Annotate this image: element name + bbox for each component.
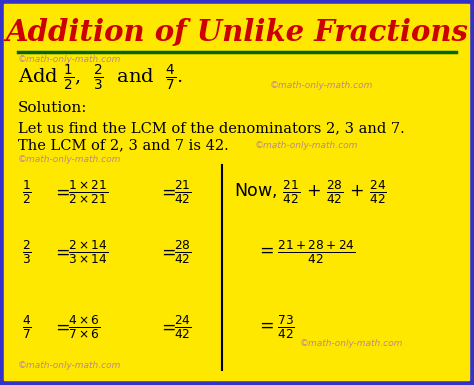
Text: $=$: $=$ [52, 318, 70, 336]
Text: $=$: $=$ [52, 243, 70, 261]
Text: Solution:: Solution: [18, 101, 88, 115]
Text: Add $\frac{1}{2}$,  $\frac{2}{3}$  and  $\frac{4}{7}$.: Add $\frac{1}{2}$, $\frac{2}{3}$ and $\f… [18, 63, 183, 93]
Text: $\frac{24}{42}$: $\frac{24}{42}$ [174, 313, 191, 341]
Text: $\frac{1}{2}$: $\frac{1}{2}$ [22, 178, 32, 206]
Text: Now, $\frac{21}{42}$ $+$ $\frac{28}{42}$ $+$ $\frac{24}{42}$: Now, $\frac{21}{42}$ $+$ $\frac{28}{42}$… [234, 178, 387, 206]
Text: ©math-only-math.com: ©math-only-math.com [18, 55, 121, 64]
Text: Addition of Unlike Fractions: Addition of Unlike Fractions [6, 18, 468, 47]
Text: $= \frac{21+28+24}{42}$: $= \frac{21+28+24}{42}$ [256, 238, 356, 266]
Text: $\frac{4}{7}$: $\frac{4}{7}$ [22, 313, 32, 341]
Text: The LCM of 2, 3 and 7 is 42.: The LCM of 2, 3 and 7 is 42. [18, 138, 229, 152]
Text: $\frac{2}{3}$: $\frac{2}{3}$ [22, 238, 32, 266]
Text: $=$: $=$ [52, 183, 70, 201]
Text: $\frac{28}{42}$: $\frac{28}{42}$ [174, 238, 191, 266]
Text: $=$: $=$ [158, 243, 176, 261]
Text: $\frac{1\times21}{2\times21}$: $\frac{1\times21}{2\times21}$ [68, 178, 108, 206]
Text: $= \frac{73}{42}$: $= \frac{73}{42}$ [256, 313, 295, 341]
Text: ©math-only-math.com: ©math-only-math.com [18, 156, 121, 164]
Text: ©math-only-math.com: ©math-only-math.com [270, 80, 374, 89]
Text: $=$: $=$ [158, 183, 176, 201]
Text: Let us find the LCM of the denominators 2, 3 and 7.: Let us find the LCM of the denominators … [18, 121, 405, 135]
Text: ©math-only-math.com: ©math-only-math.com [18, 360, 121, 370]
Text: $\frac{21}{42}$: $\frac{21}{42}$ [174, 178, 191, 206]
Text: ©math-only-math.com: ©math-only-math.com [300, 338, 403, 348]
Text: $\frac{2\times14}{3\times14}$: $\frac{2\times14}{3\times14}$ [68, 238, 108, 266]
Text: $\frac{4\times6}{7\times6}$: $\frac{4\times6}{7\times6}$ [68, 313, 100, 341]
Text: ©math-only-math.com: ©math-only-math.com [255, 141, 358, 149]
Text: $=$: $=$ [158, 318, 176, 336]
